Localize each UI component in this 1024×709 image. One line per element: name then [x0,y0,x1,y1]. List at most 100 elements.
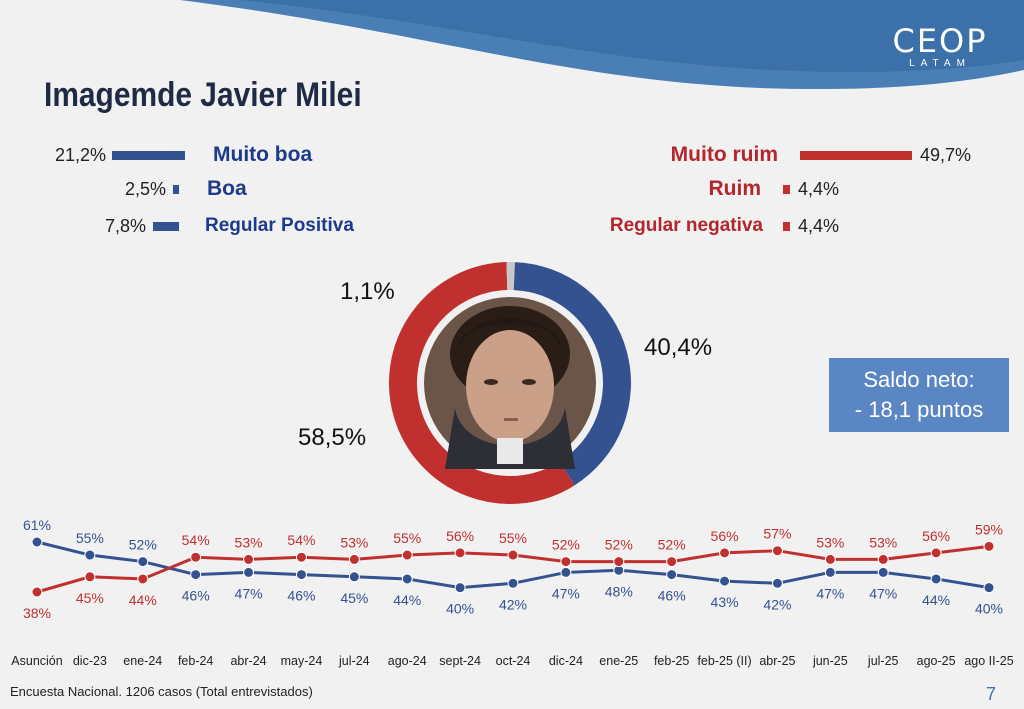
data-point [348,553,360,565]
data-label: 45% [340,590,368,606]
legend-row-muito-ruim: Muito ruim 49,7% [600,142,980,168]
donut-chart [389,262,631,504]
data-label: 57% [763,526,791,542]
legend-bar [112,150,185,160]
data-point [137,556,149,568]
legend-value: 49,7% [920,144,972,165]
data-point [560,556,572,568]
data-point [613,556,625,568]
legend-label: Ruim [708,177,762,200]
donut-slice-negative [389,262,575,504]
data-label: 40% [446,601,474,617]
x-tick-label: oct-24 [496,654,531,668]
page-number: 7 [986,684,997,704]
saldo-line2: - 18,1 puntos [854,397,984,422]
legend-bar [800,150,912,160]
legend-bar [783,221,790,231]
data-point [401,573,413,585]
data-label: 46% [182,588,210,604]
x-tick-label: feb-25 [654,654,689,668]
data-label: 55% [393,530,421,546]
logo-sub-text: LATAM [909,58,971,69]
data-label: 47% [235,585,263,601]
data-label: 59% [975,521,1003,537]
data-label: 52% [552,537,580,553]
data-label: 54% [182,532,210,548]
saldo-neto-box: Saldo neto: - 18,1 puntos [829,358,1009,432]
x-tick-label: dic-24 [549,654,583,668]
data-point [666,569,678,581]
data-label: 42% [499,596,527,612]
data-point [348,571,360,583]
data-point [507,549,519,561]
portrait-photo [424,297,596,469]
x-tick-label: feb-24 [178,654,213,668]
legend-label: Muito boa [213,143,313,166]
data-label: 53% [816,534,844,550]
footer-note: Encuesta Nacional. 1206 casos (Total ent… [10,684,313,699]
legend-value: 4,4% [798,178,840,199]
data-point [243,553,255,565]
data-point [771,545,783,557]
x-tick-label: may-24 [281,654,323,668]
data-point [190,569,202,581]
data-point [930,573,942,585]
data-point [137,573,149,585]
legend-bar [173,184,179,194]
line-chart: 61% 38% 55% 45% 52% 44% 54% 46% 53% 47% 54% 46% 53% 4… [11,517,1013,668]
data-label: 44% [922,592,950,608]
data-label: 47% [816,585,844,601]
donut-label-positive: 40,4% [644,334,713,361]
x-tick-label: ene-25 [599,654,638,668]
data-point [454,582,466,594]
legend-row-regular-positiva: 7,8% Regular Positiva [44,213,354,239]
legend-label: Regular negativa [609,215,763,236]
legend-row-ruim: Ruim 4,4% [600,176,848,202]
x-tick-label: ago-24 [388,654,427,668]
data-point [190,551,202,563]
data-point [295,569,307,581]
data-point [771,577,783,589]
legend-value: 2,5% [124,178,166,199]
header-wave-banner [180,0,1024,90]
legend-row-boa: 2,5% Boa [44,176,247,202]
x-tick-label: ene-24 [123,654,162,668]
legend-row-muito-boa: 21,2% Muito boa [44,142,312,168]
legend-value: 4,4% [798,215,840,236]
donut-label-other: 1,1% [340,278,395,305]
data-point [31,536,43,548]
legend-value: 7,8% [104,215,146,236]
data-label: 56% [446,528,474,544]
x-tick-label: ago II-25 [964,654,1013,668]
data-label: 56% [922,528,950,544]
data-label: 48% [605,583,633,599]
data-point [560,566,572,578]
data-label: 44% [393,592,421,608]
x-tick-label: jul-25 [867,654,899,668]
data-point [877,553,889,565]
legend-row-regular-negativa: Regular negativa 4,4% [560,213,848,239]
data-label: 53% [235,534,263,550]
data-point [983,540,995,552]
x-tick-label: jun-25 [812,654,848,668]
page-title: Imagemde Javier Milei [44,76,362,114]
data-label: 44% [129,592,157,608]
data-label: 52% [658,537,686,553]
data-point [824,553,836,565]
data-point [824,566,836,578]
data-point [243,566,255,578]
data-point [930,547,942,559]
data-label: 47% [552,585,580,601]
data-label: 40% [975,601,1003,617]
data-label: 46% [287,588,315,604]
data-point [31,586,43,598]
data-label: 38% [23,605,51,621]
legend-label: Boa [207,177,247,200]
data-label: 55% [76,530,104,546]
x-tick-label: abr-25 [759,654,795,668]
legend-value: 21,2% [54,144,106,165]
data-label: 47% [869,585,897,601]
data-point [666,556,678,568]
x-tick-label: feb-25 (II) [697,654,751,668]
legend-label: Muito ruim [670,143,778,166]
